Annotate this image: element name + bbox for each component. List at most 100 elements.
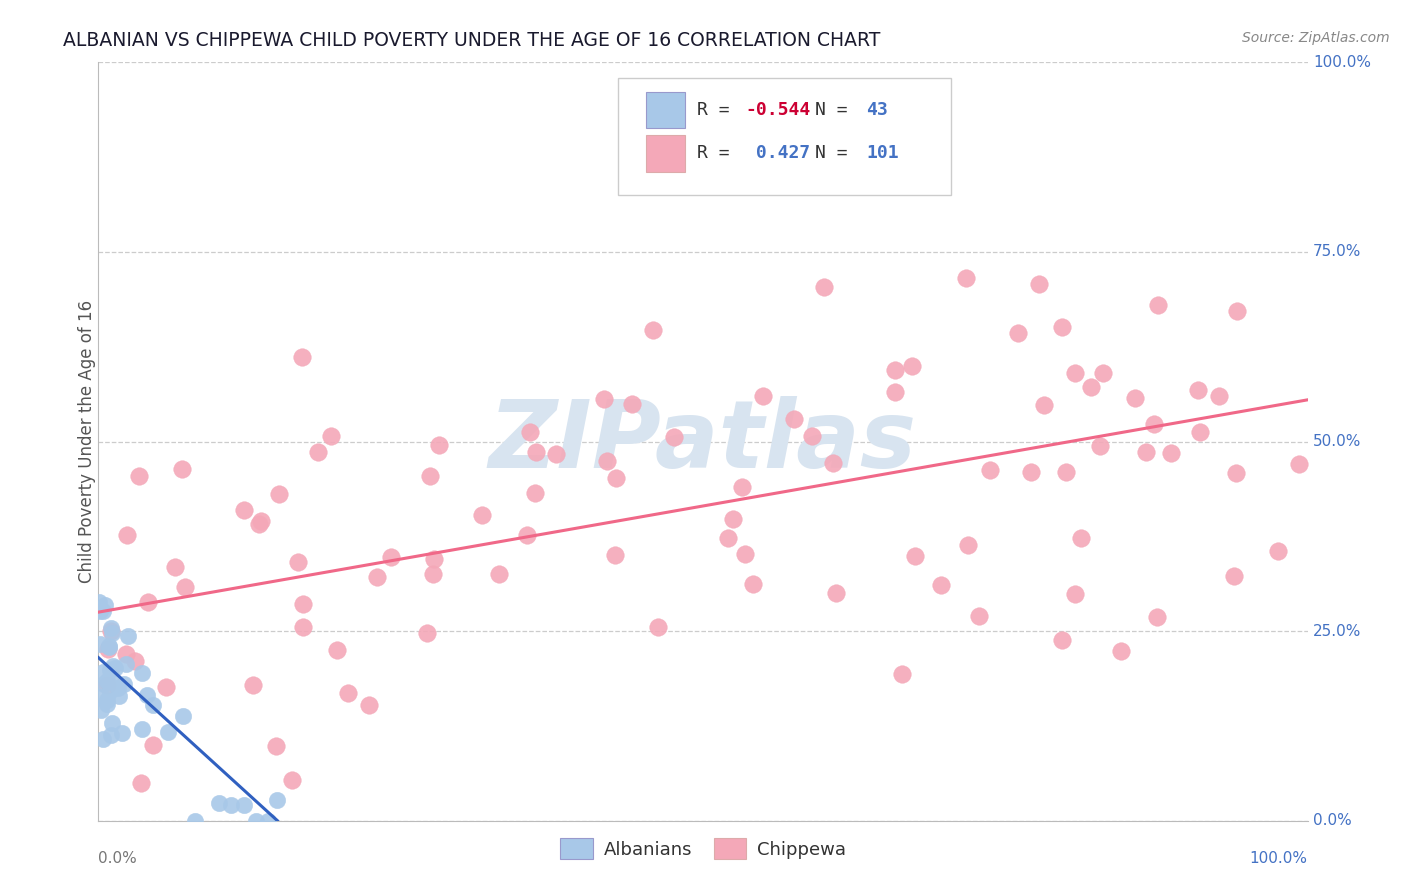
Point — [1123, 392, 1146, 406]
Point — [1070, 531, 1092, 545]
Point — [1160, 446, 1182, 460]
Point — [603, 548, 626, 562]
Text: 0.0%: 0.0% — [98, 851, 138, 866]
Text: 50.0%: 50.0% — [1313, 434, 1361, 449]
Point — [184, 814, 207, 828]
Point — [128, 468, 150, 483]
Point — [544, 447, 567, 461]
Point — [326, 642, 349, 657]
Point — [813, 280, 835, 294]
Point — [823, 456, 845, 470]
Point — [1109, 643, 1132, 657]
Point — [131, 722, 153, 736]
Point — [98, 684, 121, 698]
Point — [1288, 458, 1310, 472]
Text: 0.0%: 0.0% — [1313, 814, 1353, 828]
Point — [136, 595, 159, 609]
Point — [523, 486, 546, 500]
Point — [516, 528, 538, 542]
Point — [87, 595, 110, 609]
Point — [233, 503, 256, 517]
Point — [89, 638, 111, 652]
Text: ZIPatlas: ZIPatlas — [489, 395, 917, 488]
Point — [1054, 465, 1077, 479]
Point — [245, 814, 267, 828]
Point — [90, 704, 112, 718]
Text: 100.0%: 100.0% — [1250, 851, 1308, 866]
Point — [117, 527, 139, 541]
Point — [1146, 609, 1168, 624]
Point — [107, 681, 129, 695]
Point — [91, 665, 114, 680]
Point — [165, 559, 187, 574]
Point — [1033, 398, 1056, 412]
Point — [96, 698, 118, 712]
Point — [721, 512, 744, 526]
Point — [266, 739, 288, 753]
Point — [1091, 366, 1114, 380]
Point — [172, 462, 194, 476]
Point — [1028, 277, 1050, 292]
Point — [1088, 439, 1111, 453]
Point — [1064, 366, 1087, 380]
Point — [269, 487, 291, 501]
Point — [321, 429, 343, 443]
Point — [117, 629, 139, 643]
Text: Source: ZipAtlas.com: Source: ZipAtlas.com — [1241, 31, 1389, 45]
Point — [93, 599, 115, 613]
Point — [96, 677, 118, 691]
Point — [731, 480, 754, 494]
Point — [100, 624, 122, 638]
Point — [471, 508, 494, 522]
Point — [287, 555, 309, 569]
Point — [91, 731, 114, 746]
Text: N =: N = — [815, 101, 859, 120]
Text: 100.0%: 100.0% — [1313, 55, 1371, 70]
Point — [605, 470, 627, 484]
Point — [366, 570, 388, 584]
Text: N =: N = — [815, 145, 859, 162]
Point — [291, 351, 314, 365]
Point — [903, 549, 925, 564]
Point — [967, 609, 990, 624]
Point — [1007, 326, 1029, 340]
Point — [172, 708, 194, 723]
Point — [1226, 304, 1249, 318]
Point — [101, 659, 124, 673]
Point — [101, 625, 124, 640]
Point — [416, 626, 439, 640]
Bar — [647, 92, 685, 128]
Point — [97, 639, 120, 653]
Point — [662, 430, 685, 444]
Point — [900, 359, 922, 373]
Point — [742, 577, 765, 591]
Point — [97, 641, 120, 656]
Point — [136, 689, 159, 703]
Point — [1267, 543, 1289, 558]
Point — [96, 673, 118, 688]
Point — [519, 425, 541, 440]
Point — [1050, 632, 1073, 647]
Text: 25.0%: 25.0% — [1313, 624, 1361, 639]
Point — [124, 654, 146, 668]
Point — [242, 678, 264, 692]
Point — [336, 686, 359, 700]
Point — [641, 323, 664, 337]
Point — [221, 797, 243, 812]
Point — [142, 698, 165, 712]
Point — [98, 640, 121, 654]
Point — [427, 437, 450, 451]
Point — [801, 429, 824, 443]
Point — [1135, 445, 1157, 459]
Point — [1225, 467, 1247, 481]
Point — [155, 680, 177, 694]
Point — [93, 676, 115, 690]
Point — [291, 597, 314, 611]
Point — [955, 271, 977, 285]
Point — [111, 726, 134, 740]
Point — [524, 444, 547, 458]
Point — [359, 698, 381, 713]
Point — [108, 689, 131, 703]
Text: ALBANIAN VS CHIPPEWA CHILD POVERTY UNDER THE AGE OF 16 CORRELATION CHART: ALBANIAN VS CHIPPEWA CHILD POVERTY UNDER… — [63, 31, 880, 50]
Point — [115, 648, 138, 662]
